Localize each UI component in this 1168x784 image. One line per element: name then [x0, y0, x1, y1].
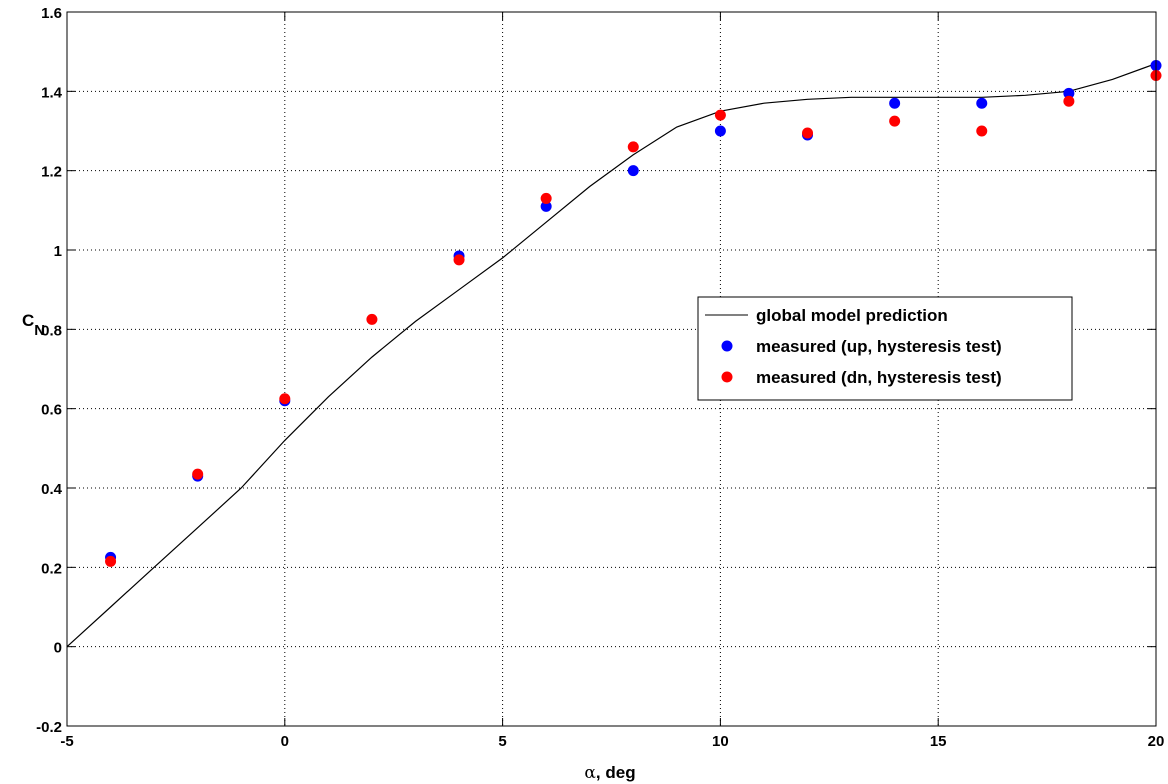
y-tick-label: 1 — [54, 243, 62, 260]
point-layer — [105, 60, 1162, 567]
point-dn — [366, 313, 378, 325]
y-tick-label: 0.4 — [41, 481, 63, 498]
x-axis-label: α, deg — [584, 763, 635, 783]
point-up — [540, 200, 552, 212]
point-dn — [105, 555, 117, 567]
point-up — [714, 125, 726, 137]
point-up — [627, 165, 639, 177]
y-tick-label: 1.4 — [41, 84, 63, 101]
plot-frame — [66, 11, 1157, 727]
legend-marker-dn — [721, 371, 733, 383]
point-dn — [1063, 95, 1075, 107]
point-dn — [453, 254, 465, 266]
x-tick-label: 20 — [1148, 733, 1165, 750]
point-dn — [714, 109, 726, 121]
legend-label-dn: measured (dn, hysteresis test) — [756, 368, 1002, 387]
legend-box — [697, 296, 1073, 401]
point-dn — [192, 468, 204, 480]
series-line-model — [66, 63, 1157, 648]
x-tick-label: 15 — [930, 733, 947, 750]
legend-marker-up — [721, 340, 733, 352]
x-tick-label: 0 — [281, 733, 289, 750]
y-tick-label: -0.2 — [36, 719, 62, 736]
point-dn — [889, 115, 901, 127]
legend: global model prediction measured (up, hy… — [697, 296, 1073, 401]
y-tick-label: 0.8 — [41, 322, 62, 339]
y-tick-label: 0.2 — [41, 560, 62, 577]
y-tick-label: 1.6 — [41, 5, 62, 22]
point-up — [976, 97, 988, 109]
point-up — [889, 97, 901, 109]
ticks: -5 0 5 10 15 20 -0.2 0 0.2 0.4 0.6 0.8 1 1.2 1.4 1.6 — [36, 5, 1164, 750]
x-tick-label: 5 — [498, 733, 506, 750]
legend-label-up: measured (up, hysteresis test) — [756, 337, 1002, 356]
y-tick-label: 0.6 — [41, 402, 62, 419]
legend-label-model: global model prediction — [756, 306, 948, 325]
line-layer — [66, 63, 1157, 648]
y-tick-label: 1.2 — [41, 164, 62, 181]
point-dn — [976, 125, 988, 137]
point-up — [1063, 87, 1075, 99]
point-dn — [279, 393, 291, 405]
point-dn — [802, 127, 814, 139]
x-tick-label: 10 — [712, 733, 729, 750]
x-tick-label: -5 — [60, 733, 73, 750]
y-tick-label: 0 — [54, 640, 62, 657]
point-dn — [627, 141, 639, 153]
y-axis-label: CN — [22, 311, 45, 339]
point-dn — [540, 192, 552, 204]
